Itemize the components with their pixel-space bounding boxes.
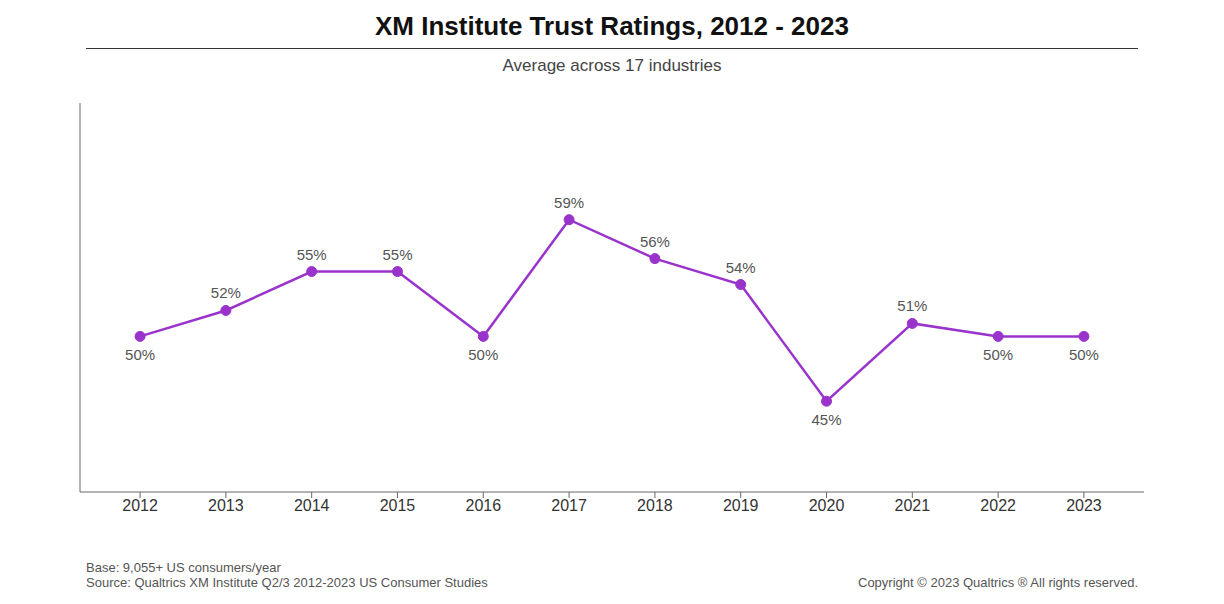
svg-text:2022: 2022 (980, 497, 1016, 514)
svg-text:56%: 56% (640, 233, 670, 250)
svg-text:45%: 45% (812, 411, 842, 428)
svg-text:59%: 59% (554, 194, 584, 211)
svg-text:50%: 50% (125, 346, 155, 363)
html-text:Base: 9,055+ US consumers/year: Base: 9,055+ US consumers/year (86, 560, 281, 575)
html-text:Source: Qualtrics XM Institute: Source: Qualtrics XM Institute Q2/3 2012… (86, 575, 488, 590)
svg-text:2015: 2015 (380, 497, 416, 514)
svg-text:2014: 2014 (294, 497, 330, 514)
svg-text:2019: 2019 (723, 497, 759, 514)
svg-text:50%: 50% (468, 346, 498, 363)
svg-text:2021: 2021 (895, 497, 931, 514)
svg-text:50%: 50% (983, 346, 1013, 363)
svg-text:51%: 51% (897, 297, 927, 314)
html-text:XM Institute Trust Ratings, 20: XM Institute Trust Ratings, 2012 - 2023 (375, 11, 849, 41)
svg-text:55%: 55% (297, 246, 327, 263)
svg-text:52%: 52% (211, 284, 241, 301)
svg-text:2018: 2018 (637, 497, 673, 514)
svg-text:55%: 55% (382, 246, 412, 263)
svg-text:2017: 2017 (551, 497, 587, 514)
html-text:Copyright © 2023 Qualtrics ® A: Copyright © 2023 Qualtrics ® All rights … (858, 575, 1138, 590)
svg-text:2016: 2016 (465, 497, 501, 514)
html-text:Average across 17 industries: Average across 17 industries (502, 56, 722, 75)
svg-text:2023: 2023 (1066, 497, 1102, 514)
svg-text:54%: 54% (726, 259, 756, 276)
svg-text:2012: 2012 (122, 497, 158, 514)
svg-text:50%: 50% (1069, 346, 1099, 363)
svg-text:2020: 2020 (809, 497, 845, 514)
svg-text:2013: 2013 (208, 497, 244, 514)
